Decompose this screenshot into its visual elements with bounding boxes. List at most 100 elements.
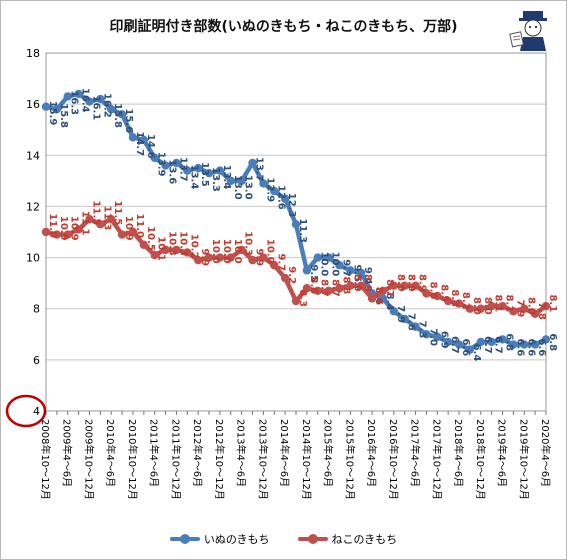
- legend-label-dog: いぬのきもち: [203, 533, 270, 546]
- legend-swatch-dog: [169, 534, 200, 544]
- data-label: 8.5: [438, 284, 449, 302]
- data-point: [291, 296, 301, 306]
- data-label: 8.1: [547, 294, 558, 312]
- x-tick-label: 2012年10〜12月: [213, 419, 226, 500]
- x-tick-label: 2020年4〜6月: [539, 419, 552, 487]
- x-tick-label: 2019年4〜6月: [496, 419, 509, 487]
- data-point: [443, 337, 453, 347]
- data-label: 10.0: [232, 239, 243, 264]
- legend-swatch-cat: [297, 534, 328, 544]
- data-point: [487, 301, 496, 311]
- x-tick-label: 2015年4〜6月: [322, 419, 335, 487]
- x-tick-label: 2013年4〜6月: [235, 419, 248, 487]
- y-tick-label: 6: [33, 354, 40, 367]
- data-point: [248, 158, 257, 168]
- data-point: [183, 166, 192, 175]
- data-point: [52, 105, 62, 114]
- data-point: [139, 135, 149, 145]
- data-point: [346, 281, 355, 290]
- data-point: [400, 281, 409, 290]
- data-label: 9.5: [351, 264, 362, 282]
- data-label: 13.4: [221, 165, 232, 190]
- data-label: 7.9: [514, 300, 525, 318]
- data-label: 13.9: [156, 152, 167, 177]
- data-label: 9.7: [340, 259, 351, 277]
- data-point: [476, 337, 485, 347]
- data-label: 13.0: [232, 175, 243, 200]
- data-label: 15.8: [58, 103, 69, 128]
- data-label: 10.1: [156, 236, 167, 261]
- data-label: 8.0: [471, 297, 482, 315]
- data-point: [302, 284, 312, 293]
- data-label: 8.3: [449, 289, 460, 307]
- data-point: [465, 304, 475, 313]
- data-label: 8.1: [493, 294, 504, 312]
- data-label: 6.9: [438, 331, 449, 349]
- data-point: [530, 309, 540, 319]
- data-label: 6.8: [504, 333, 515, 351]
- y-tick-label: 14: [26, 149, 40, 162]
- data-label: 7.8: [536, 302, 547, 320]
- data-point: [161, 245, 170, 255]
- data-label: 11.1: [80, 211, 91, 236]
- data-label: 8.9: [406, 274, 417, 292]
- data-point: [487, 337, 496, 347]
- data-label: 8.0: [525, 297, 536, 315]
- x-tick-label: 2011年4〜6月: [148, 419, 161, 487]
- data-label: 7.9: [395, 305, 406, 323]
- data-label: 8.1: [504, 294, 515, 312]
- data-point: [117, 230, 127, 239]
- line-chart: 4 6 8 10 12 14 16 18 2008年10〜12月 2009年4〜6月 2009年10…: [5, 47, 558, 500]
- data-point: [193, 255, 203, 265]
- data-label: 12.6: [275, 185, 286, 210]
- data-label: 16.3: [69, 90, 80, 115]
- data-point: [41, 227, 51, 237]
- legend-item-dog: いぬのきもち: [169, 531, 270, 547]
- data-label: 10.0: [319, 252, 330, 277]
- data-label: 8.9: [362, 274, 373, 292]
- data-label: 8.9: [417, 274, 428, 292]
- chart-title: 印刷証明付き部数(いぬのきもち・ねこのきもち、万部): [109, 19, 458, 35]
- data-label: 8.7: [319, 279, 330, 297]
- data-label: 13.5: [199, 162, 210, 187]
- data-point: [335, 284, 344, 293]
- data-label: 10.5: [145, 226, 156, 251]
- y-tick-label: 8: [33, 303, 40, 316]
- data-label: 8.3: [297, 289, 308, 307]
- data-point: [389, 307, 399, 316]
- data-point: [107, 105, 116, 114]
- x-tick-label: 2018年10〜12月: [474, 419, 487, 500]
- x-tick-label: 2017年4〜6月: [409, 419, 422, 487]
- data-point: [270, 186, 279, 196]
- data-point: [161, 161, 170, 170]
- data-point: [324, 286, 333, 296]
- data-point: [465, 345, 475, 354]
- data-label: 6.6: [525, 339, 536, 357]
- data-point: [215, 253, 225, 262]
- y-tick-label: 10: [26, 252, 40, 265]
- x-tick-label: 2010年4〜6月: [104, 419, 117, 487]
- data-label: 11.0: [134, 213, 145, 238]
- data-label: 8.4: [373, 287, 384, 305]
- data-point: [63, 230, 72, 239]
- data-label: 13.3: [210, 167, 221, 192]
- data-point: [313, 286, 322, 296]
- data-label: 13.7: [177, 157, 188, 182]
- data-label: 8.2: [460, 292, 471, 310]
- data-label: 10.0: [330, 252, 341, 277]
- data-label: 9.9: [199, 248, 210, 266]
- data-label: 8.7: [330, 279, 341, 297]
- data-point: [422, 289, 431, 298]
- data-point: [346, 266, 355, 275]
- data-point: [117, 110, 127, 119]
- data-point: [400, 314, 409, 324]
- x-tick-label: 2015年10〜12月: [343, 419, 356, 500]
- data-label: 14.7: [134, 131, 145, 156]
- data-label: 11.0: [47, 213, 58, 238]
- data-label: 9.2: [286, 266, 297, 284]
- data-point: [335, 261, 344, 270]
- data-label: 10.3: [177, 231, 188, 256]
- data-label: 10.3: [243, 231, 254, 256]
- data-point: [85, 97, 94, 106]
